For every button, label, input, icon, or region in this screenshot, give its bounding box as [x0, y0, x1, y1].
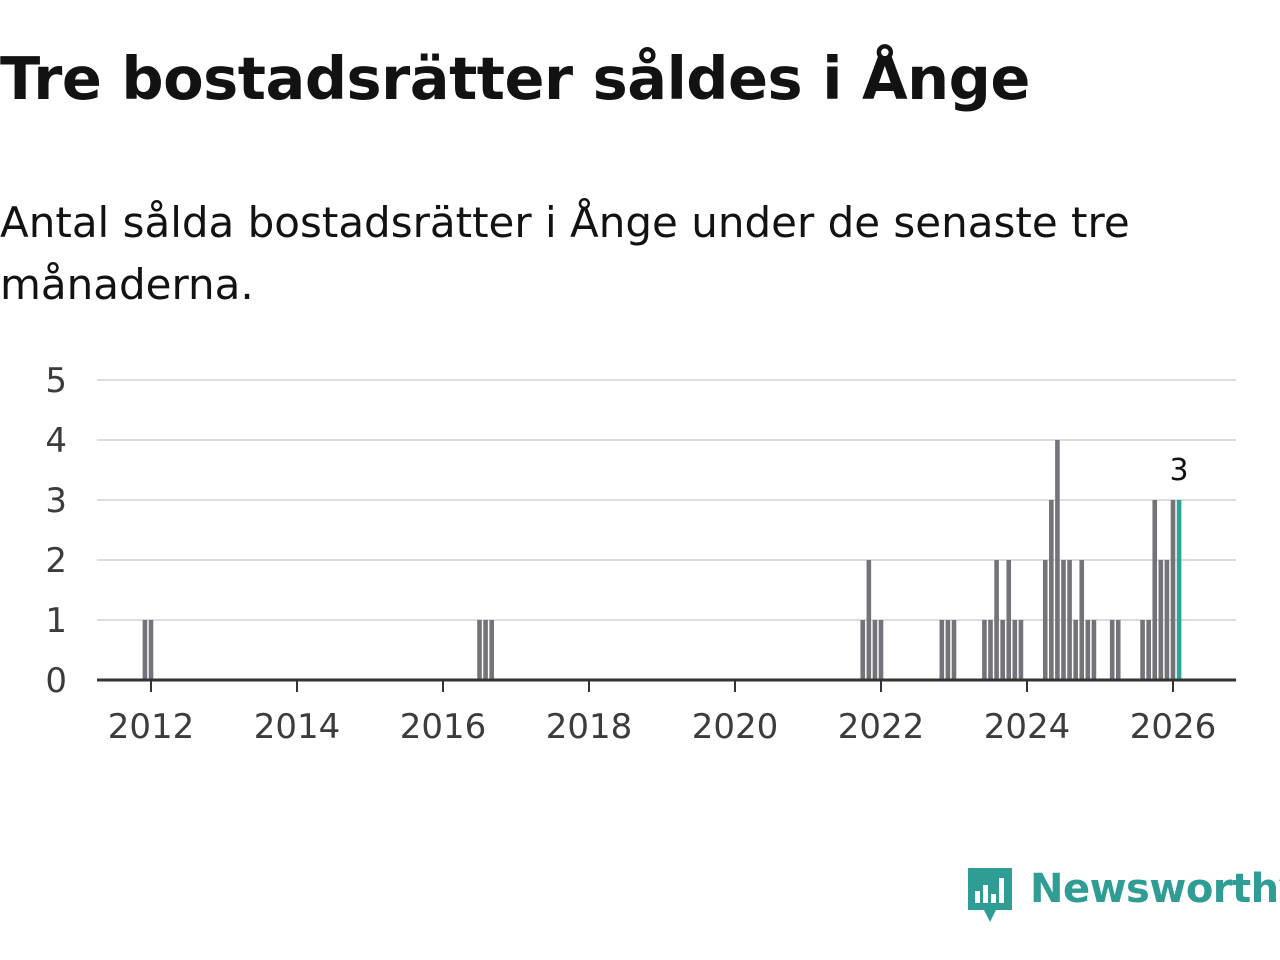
- bar-2024-07: [1061, 560, 1066, 680]
- bar-2026-01: [1170, 500, 1176, 680]
- bar-2016-08: [483, 620, 488, 680]
- bar-2023-08: [994, 560, 999, 680]
- bar-2024-10: [1079, 560, 1085, 680]
- bar-2024-06: [1055, 440, 1060, 680]
- newsworthy-chart-icon: [968, 868, 1012, 922]
- bar-2024-04: [1042, 560, 1048, 680]
- bar-2023-10: [1006, 560, 1012, 680]
- bar-2025-04: [1115, 620, 1121, 680]
- bar-2023-07: [988, 620, 993, 680]
- brand-name: Newsworthy: [1030, 866, 1280, 912]
- bar-2021-12: [872, 620, 878, 680]
- bar-2025-12: [1164, 560, 1170, 680]
- value-label-highlight: 3: [1170, 453, 1189, 488]
- bar-2024-08: [1067, 560, 1072, 680]
- x-tick-label-2020: 2020: [692, 707, 779, 747]
- x-tick-label-2024: 2024: [984, 707, 1071, 747]
- bar-2023-06: [982, 620, 987, 680]
- bar-2021-11: [866, 560, 872, 680]
- y-tick-label-5: 5: [45, 361, 67, 401]
- bar-2023-01: [951, 620, 957, 680]
- y-tick-label-3: 3: [45, 481, 67, 521]
- bar-2011-12: [142, 620, 148, 680]
- bar-2023-11: [1012, 620, 1018, 680]
- x-tick-label-2018: 2018: [546, 707, 633, 747]
- bar-2025-03: [1109, 620, 1115, 680]
- chart-title: Tre bostadsrätter såldes i Ånge: [0, 44, 1030, 113]
- bar-2022-12: [945, 620, 951, 680]
- bar-2024-09: [1073, 620, 1078, 680]
- bar-2024-12: [1091, 620, 1097, 680]
- axis-layer: [97, 678, 1236, 692]
- bar-2025-11: [1158, 560, 1164, 680]
- bar-2023-12: [1018, 620, 1024, 680]
- bar-2021-10: [860, 620, 866, 680]
- bar-2025-08: [1140, 620, 1145, 680]
- bar-2016-09: [489, 620, 494, 680]
- bar-2024-11: [1085, 620, 1091, 680]
- y-tick-label-1: 1: [45, 601, 67, 641]
- y-tick-label-0: 0: [45, 661, 67, 701]
- chart-subtitle: Antal sålda bostadsrätter i Ånge under d…: [0, 198, 1130, 309]
- x-tick-label-2012: 2012: [108, 707, 195, 747]
- bar-chart: 0 1 2 3 4 5 2012 2014 2016 2018 2020 2022 2024 2026 3: [45, 361, 1236, 747]
- x-tick-label-2026: 2026: [1130, 707, 1217, 747]
- bar-2023-09: [1000, 620, 1005, 680]
- newsworthy-logo: Newsworthy: [964, 864, 1280, 928]
- bar-layer: [142, 440, 1182, 680]
- bar-2025-09: [1146, 620, 1151, 680]
- bar-2025-10: [1152, 500, 1158, 680]
- y-tick-label-2: 2: [45, 541, 67, 581]
- label-layer: 0 1 2 3 4 5 2012 2014 2016 2018 2020 2022 2024 2026 3: [45, 361, 1216, 747]
- bar-2012-01: [148, 620, 154, 680]
- x-tick-label-2022: 2022: [838, 707, 925, 747]
- bar-2022-01: [878, 620, 884, 680]
- y-tick-label-4: 4: [45, 421, 67, 461]
- x-tick-label-2016: 2016: [400, 707, 487, 747]
- x-tick-label-2014: 2014: [254, 707, 341, 747]
- bar-2022-11: [939, 620, 945, 680]
- bar-2016-07: [477, 620, 482, 680]
- bar-2024-05: [1049, 500, 1054, 680]
- bar-2026-02: [1176, 500, 1182, 680]
